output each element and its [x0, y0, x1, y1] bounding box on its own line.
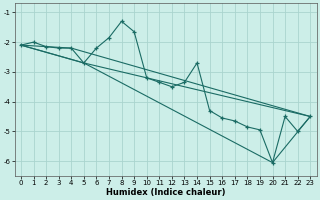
X-axis label: Humidex (Indice chaleur): Humidex (Indice chaleur) [106, 188, 225, 197]
